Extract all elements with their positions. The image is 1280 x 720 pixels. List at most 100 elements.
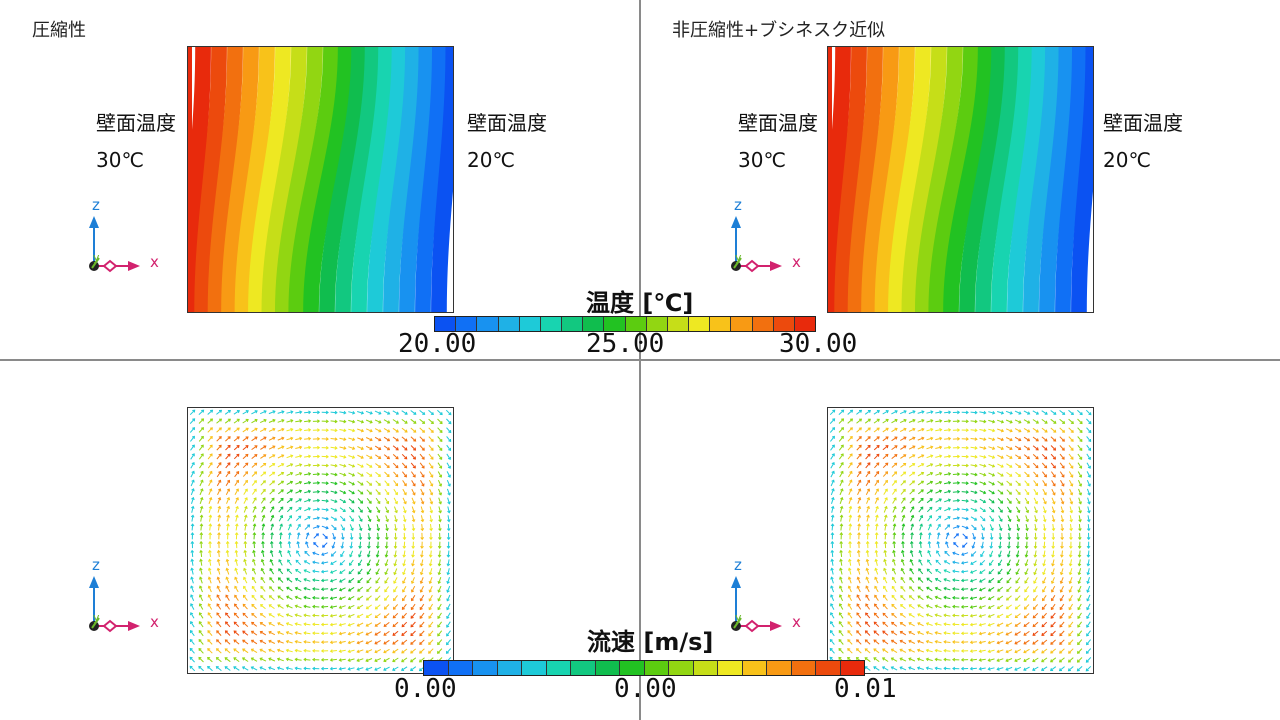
velocity-arrow [297,532,300,540]
velocity-arrow-head [395,456,399,460]
velocity-arrow-head [421,474,425,478]
left-wall-label: 壁面温度 [738,111,818,135]
velocity-arrow-head [1060,510,1065,514]
velocity-arrow-head [865,585,869,589]
velocity-arrow-head [867,427,871,431]
velocity-arrow-head [339,579,343,583]
velocity-arrow-head [1086,624,1090,628]
velocity-arrow-head [934,622,938,626]
velocity-arrow [900,604,906,610]
velocity-arrow [224,666,231,671]
velocity-arrow-head [1077,642,1081,646]
velocity-arrow [330,560,337,565]
velocity-arrow [1060,515,1064,522]
velocity-arrow-head [991,500,995,504]
velocity-arrow [438,488,442,496]
velocity-arrow-head [1077,615,1081,620]
velocity-arrow [1052,524,1055,531]
velocity-arrow [1043,515,1046,522]
velocity-arrow [243,480,248,486]
velocity-arrow-head [983,428,987,433]
velocity-arrow [979,498,986,503]
velocity-arrow-head [369,437,373,442]
velocity-arrow [831,506,834,513]
velocity-arrow-head [883,549,887,553]
velocity-arrow [997,419,1004,423]
velocity-arrow-head [341,536,345,541]
velocity-arrow-head [320,666,324,671]
velocity-arrow-head [983,490,987,495]
velocity-arrow-head [338,614,342,618]
velocity-arrow [235,550,238,557]
velocity-arrow [856,594,861,601]
velocity-arrow [891,471,897,477]
contour-band [975,47,1021,312]
velocity-arrow [891,622,898,627]
velocity-arrow [207,418,213,424]
velocity-arrow [446,479,451,487]
velocity-arrow-head [341,527,345,531]
velocity-arrow-head [334,490,338,495]
velocity-arrow-head [893,488,897,492]
velocity-arrow [1077,612,1082,619]
velocity-arrow [366,489,372,495]
velocity-arrow-head [867,418,871,422]
velocity-arrow-head [1061,456,1065,460]
velocity-arrow [286,472,293,477]
velocity-arrow [330,473,338,476]
velocity-arrow [295,455,302,458]
velocity-arrow-head [1070,456,1074,460]
velocity-arrow-head [952,551,956,555]
velocity-vector-plot[interactable] [187,407,454,674]
velocity-arrow-head [1032,650,1036,654]
velocity-arrow [277,428,284,432]
velocity-arrow [927,515,932,522]
velocity-arrow [865,445,871,451]
temperature-contour-plot[interactable] [827,46,1094,313]
velocity-arrow [385,515,389,522]
velocity-arrow-head [208,514,213,518]
velocity-arrow [242,436,249,442]
velocity-arrow [348,472,355,477]
temperature-swatch-4 [519,317,541,331]
velocity-arrow [1034,515,1037,522]
velocity-arrow [428,603,434,610]
velocity-arrow [269,489,275,495]
velocity-arrow-head [908,648,912,652]
velocity-arrow [1024,613,1030,619]
velocity-arrow [891,489,897,495]
velocity-arrow-head [892,523,897,527]
velocity-arrow [838,427,844,433]
velocity-arrow-head [969,579,974,583]
velocity-arrow-head [383,641,387,645]
velocity-arrow-head [1023,632,1027,636]
velocity-arrow-head [1015,580,1019,584]
velocity-arrow-head [882,621,886,625]
velocity-arrow [1068,612,1074,619]
velocity-arrow-head [209,418,214,422]
velocity-arrow-head [356,632,360,636]
velocity-arrow [330,481,338,485]
velocity-arrow-head [911,497,915,501]
velocity-arrow [428,471,434,478]
velocity-arrow [207,657,213,663]
velocity-arrow-head [903,471,907,475]
velocity-arrow-head [1053,411,1057,415]
velocity-arrow-head [352,428,356,433]
velocity-arrow [856,621,862,628]
velocity-arrow-head [189,638,193,643]
velocity-arrow [970,596,978,600]
velocity-arrow-head [340,545,345,549]
velocity-vector-plot[interactable] [827,407,1094,674]
velocity-arrow-head [912,463,916,467]
velocity-arrow-head [1060,528,1065,532]
velocity-arrow-head [227,444,231,448]
velocity-arrow-head [307,498,312,502]
velocity-arrow [1026,532,1028,540]
velocity-arrow [979,640,986,644]
temperature-contour-plot[interactable] [187,46,454,313]
velocity-arrow-head [965,507,969,512]
velocity-arrow [279,541,282,549]
velocity-arrow-head [325,526,329,530]
velocity-arrow-head [900,595,904,599]
